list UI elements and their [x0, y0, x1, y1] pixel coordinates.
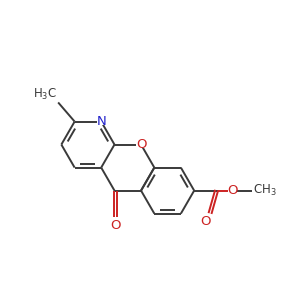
Text: CH$_3$: CH$_3$: [253, 183, 276, 198]
Text: O: O: [110, 220, 121, 232]
Text: H$_3$C: H$_3$C: [33, 86, 57, 101]
Bar: [136, 141, 146, 148]
Text: O: O: [227, 184, 238, 197]
Text: O: O: [200, 215, 211, 228]
Bar: [228, 187, 237, 194]
Text: N: N: [96, 115, 106, 128]
Text: O: O: [136, 138, 146, 151]
Bar: [97, 118, 106, 125]
